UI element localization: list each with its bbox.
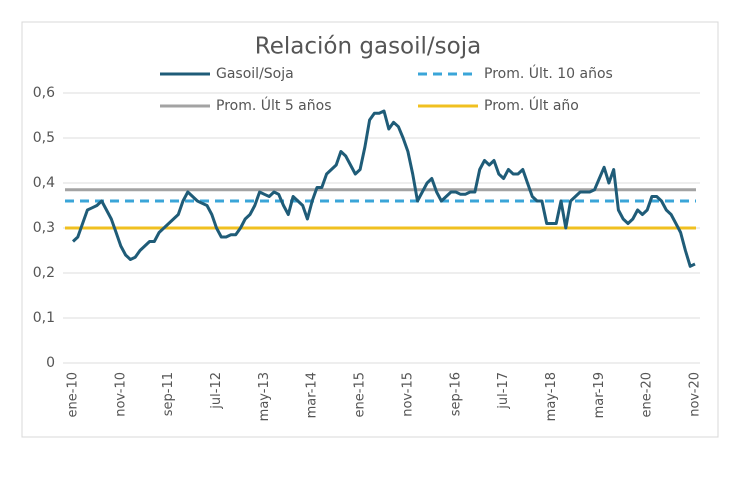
legend-label: Prom. Últ año bbox=[484, 96, 579, 114]
x-tick-label: sep-11 bbox=[161, 372, 176, 416]
chart-title: Relación gasoil/soja bbox=[255, 34, 481, 60]
y-tick-label: 0 bbox=[46, 355, 55, 371]
y-tick-label: 0,4 bbox=[33, 175, 55, 191]
y-tick-label: 0,1 bbox=[33, 310, 55, 326]
legend-label: Prom. Últ. 10 años bbox=[484, 64, 613, 82]
legend-label: Gasoil/Soja bbox=[216, 66, 294, 82]
y-tick-label: 0,5 bbox=[33, 130, 55, 146]
data-line bbox=[71, 109, 696, 268]
x-tick-label: ene-20 bbox=[640, 372, 655, 417]
x-tick-label: mar-19 bbox=[592, 372, 607, 418]
y-tick-label: 0,2 bbox=[33, 265, 55, 281]
y-tick-label: 0,6 bbox=[33, 85, 55, 101]
x-tick-label: ene-10 bbox=[66, 372, 81, 417]
x-tick-label: mar-14 bbox=[305, 372, 320, 418]
x-tick-label: sep-16 bbox=[448, 372, 463, 416]
x-tick-label: nov-20 bbox=[688, 372, 703, 417]
x-tick-label: may-18 bbox=[544, 372, 559, 421]
x-tick-label: ene-15 bbox=[353, 372, 368, 417]
x-tick-label: jul-12 bbox=[209, 372, 224, 410]
legend-label: Prom. Últ 5 años bbox=[216, 96, 332, 114]
x-tick-label: nov-15 bbox=[400, 372, 415, 417]
x-tick-label: may-13 bbox=[257, 372, 272, 421]
x-tick-label: jul-17 bbox=[496, 372, 511, 410]
y-tick-label: 0,3 bbox=[33, 220, 55, 236]
x-tick-label: nov-10 bbox=[113, 372, 128, 417]
